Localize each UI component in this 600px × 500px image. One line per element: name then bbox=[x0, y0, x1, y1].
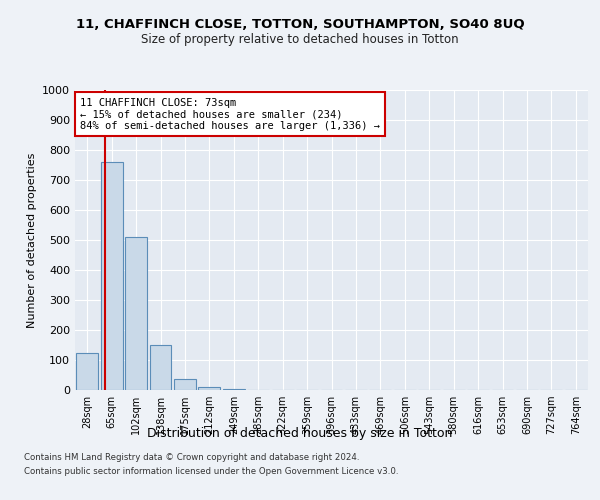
Y-axis label: Number of detached properties: Number of detached properties bbox=[26, 152, 37, 328]
Bar bbox=[76, 352, 98, 390]
Bar bbox=[101, 162, 122, 390]
Bar bbox=[125, 237, 147, 390]
Bar bbox=[174, 378, 196, 390]
Text: Distribution of detached houses by size in Totton: Distribution of detached houses by size … bbox=[148, 428, 452, 440]
Bar bbox=[223, 389, 245, 390]
Bar bbox=[149, 345, 172, 390]
Text: Size of property relative to detached houses in Totton: Size of property relative to detached ho… bbox=[141, 32, 459, 46]
Text: Contains public sector information licensed under the Open Government Licence v3: Contains public sector information licen… bbox=[24, 467, 398, 476]
Text: 11 CHAFFINCH CLOSE: 73sqm
← 15% of detached houses are smaller (234)
84% of semi: 11 CHAFFINCH CLOSE: 73sqm ← 15% of detac… bbox=[80, 98, 380, 130]
Text: 11, CHAFFINCH CLOSE, TOTTON, SOUTHAMPTON, SO40 8UQ: 11, CHAFFINCH CLOSE, TOTTON, SOUTHAMPTON… bbox=[76, 18, 524, 30]
Bar bbox=[199, 387, 220, 390]
Text: Contains HM Land Registry data © Crown copyright and database right 2024.: Contains HM Land Registry data © Crown c… bbox=[24, 454, 359, 462]
